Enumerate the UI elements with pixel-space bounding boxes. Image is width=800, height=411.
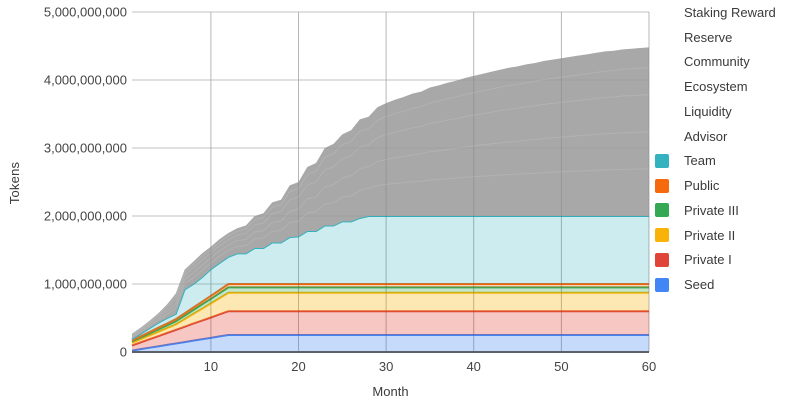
legend-item-staking-reward[interactable]: Staking Reward (653, 0, 776, 25)
legend-item-public[interactable]: Public (653, 173, 776, 198)
y-tick-label: 4,000,000,000 (44, 73, 127, 88)
legend-label: Private II (684, 227, 736, 243)
legend-item-team[interactable]: Team (653, 149, 776, 174)
series-area-seed[interactable] (132, 335, 649, 352)
legend-swatch-icon (655, 203, 669, 218)
legend-label: Team (684, 153, 716, 169)
x-axis-title: Month (372, 384, 409, 399)
legend-label: Advisor (684, 128, 728, 144)
y-axis-title: Tokens (7, 161, 22, 205)
legend-label: Community (684, 54, 750, 70)
y-tick-label: 5,000,000,000 (44, 5, 127, 20)
series-area-private1[interactable] (132, 311, 649, 351)
legend-swatch-hidden (655, 30, 669, 44)
gray-subseries-boundary (131, 67, 650, 335)
legend-swatch-hidden (655, 104, 669, 118)
series-line-seed[interactable] (131, 334, 649, 352)
series-area-team[interactable] (132, 216, 649, 341)
x-tick-label: 10 (204, 359, 218, 374)
legend-label: Seed (684, 277, 715, 293)
gray-subseries-boundary (131, 131, 650, 337)
legend-swatch-icon (655, 178, 669, 193)
legend-swatch-hidden (655, 55, 669, 69)
legend-item-liquidity[interactable]: Liquidity (653, 99, 776, 124)
x-tick-label: 30 (379, 359, 393, 374)
legend-item-private-ii[interactable]: Private II (653, 223, 776, 248)
y-tick-label: 0 (120, 345, 127, 360)
legend-swatch-hidden (655, 129, 669, 143)
legend-label: Reserve (684, 29, 733, 45)
legend-label: Private I (684, 252, 732, 268)
legend: Staking Reward Reserve Community Ecosystem L… (653, 0, 776, 297)
gray-subseries-boundary (131, 94, 650, 336)
legend-label: Liquidity (684, 103, 732, 119)
legend-item-private-i[interactable]: Private I (653, 248, 776, 273)
legend-item-reserve[interactable]: Reserve (653, 25, 776, 50)
x-tick-label: 20 (291, 359, 305, 374)
series-line-public[interactable] (131, 283, 649, 342)
legend-item-ecosystem[interactable]: Ecosystem (653, 74, 776, 99)
legend-swatch-icon (655, 153, 669, 168)
series-area-private2[interactable] (132, 292, 649, 346)
series-area-total[interactable] (132, 47, 649, 340)
y-tick-label: 1,000,000,000 (44, 277, 127, 292)
legend-swatch-hidden (655, 5, 669, 19)
y-tick-label: 2,000,000,000 (44, 209, 127, 224)
legend-item-private-iii[interactable]: Private III (653, 198, 776, 223)
series-line-private2[interactable] (131, 291, 649, 344)
legend-label: Private III (684, 202, 739, 218)
x-tick-label: 40 (466, 359, 480, 374)
legend-label: Ecosystem (684, 79, 748, 95)
series-line-private1[interactable] (131, 310, 649, 347)
series-line-private3[interactable] (131, 286, 649, 343)
legend-swatch-icon (655, 228, 669, 243)
legend-item-advisor[interactable]: Advisor (653, 124, 776, 149)
y-tick-label: 3,000,000,000 (44, 141, 127, 156)
x-tick-label: 50 (554, 359, 568, 374)
legend-swatch-icon (655, 277, 669, 292)
gray-subseries-boundary (131, 168, 650, 339)
legend-item-seed[interactable]: Seed (653, 272, 776, 297)
legend-swatch-icon (655, 252, 669, 267)
legend-swatch-hidden (655, 80, 669, 94)
legend-item-community[interactable]: Community (653, 50, 776, 75)
x-tick-label: 60 (642, 359, 656, 374)
legend-label: Public (684, 178, 720, 194)
legend-label: Staking Reward (684, 4, 776, 20)
